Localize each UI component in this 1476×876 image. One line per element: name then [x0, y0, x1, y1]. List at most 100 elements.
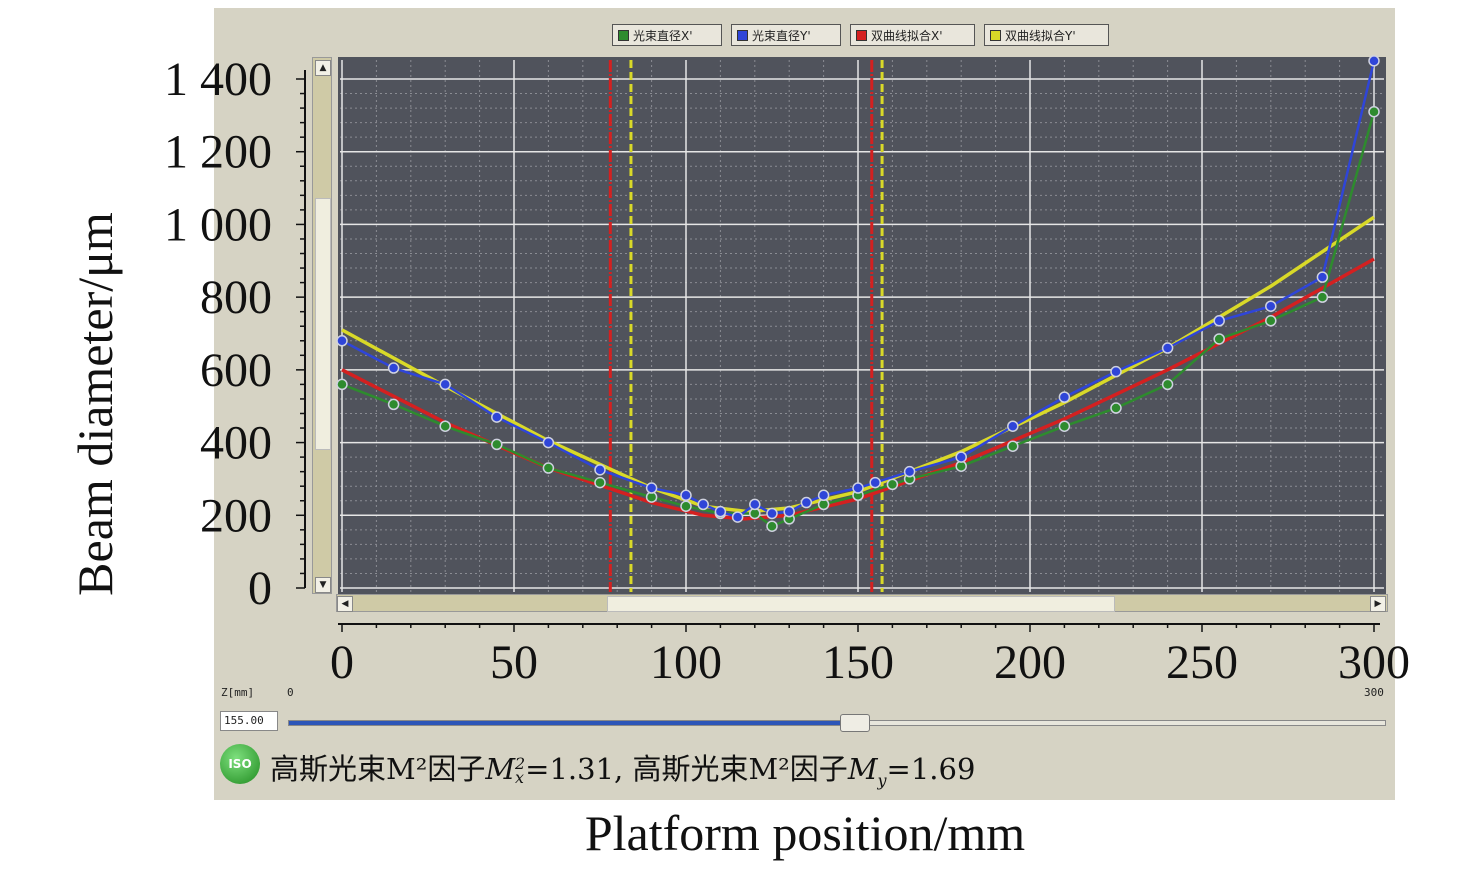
legend-swatch [856, 29, 867, 41]
data-point [714, 505, 727, 518]
series-line [341, 60, 1376, 519]
y-tick-label: 800 [200, 271, 272, 324]
legend-label: 光束直径X' [633, 28, 693, 43]
iso-badge-icon: ISO [220, 744, 260, 784]
data-point [680, 500, 692, 512]
data-point [1368, 105, 1380, 118]
scrollbar-thumb[interactable] [607, 596, 1115, 612]
data-point [783, 505, 795, 518]
x-tick-label: 300 [1338, 636, 1410, 689]
z-position-input[interactable]: 155.00 [220, 711, 278, 731]
data-point [731, 511, 744, 523]
series-layer [336, 55, 1380, 532]
legend-swatch [990, 29, 1001, 41]
z-min-label: 0 [287, 686, 294, 699]
data-point [852, 482, 864, 494]
data-point [645, 482, 658, 494]
data-point [594, 476, 606, 489]
mx-sup: 2 [515, 753, 526, 773]
z-slider-track[interactable] [288, 720, 1386, 726]
legend-label: 光束直径Y' [752, 28, 811, 43]
fit-markers [608, 60, 884, 592]
data-point [766, 507, 778, 520]
data-point [594, 464, 606, 476]
data-point [1161, 378, 1174, 391]
data-point [1110, 365, 1122, 378]
data-point [955, 451, 967, 463]
data-point [800, 496, 813, 509]
y-tick-label: 1 400 [164, 53, 272, 106]
data-point [1368, 55, 1380, 67]
legend-label: 双曲线拟合X' [871, 28, 943, 43]
x-tick-label: 200 [994, 636, 1066, 689]
legend-item-beam-y[interactable]: 光束直径Y' [731, 24, 841, 46]
legend-label: 双曲线拟合Y' [1005, 28, 1076, 43]
x-tick-label: 250 [1166, 636, 1238, 689]
mx-sub: x [515, 768, 525, 787]
minor-grid [340, 60, 1384, 592]
data-point [336, 378, 348, 391]
data-point [1058, 391, 1071, 403]
data-point [1213, 333, 1225, 345]
data-point [336, 335, 348, 347]
m2-result: 高斯光束M²因子M 2 x =1.31, 高斯光束M²因子My=1.69 [270, 746, 975, 790]
y-tick-label: 200 [200, 489, 272, 542]
my-value: =1.69 [886, 752, 976, 786]
data-point [1161, 342, 1174, 354]
y-axis-title: Beam diameter/μm [67, 212, 123, 596]
scroll-left-icon[interactable]: ◀ [337, 596, 353, 612]
vertical-scrollbar[interactable] [312, 57, 332, 594]
my-label: M [847, 752, 878, 786]
data-point [542, 436, 555, 449]
y-tick-label: 0 [248, 562, 272, 615]
x-axis: 0 50 100 150 200 250 300 [330, 623, 1410, 689]
data-point [1265, 315, 1277, 327]
data-point [542, 462, 555, 474]
data-point [680, 489, 692, 502]
data-point [886, 478, 899, 491]
scroll-down-icon[interactable]: ▼ [315, 577, 331, 593]
major-grid [340, 60, 1384, 592]
mx-value: =1.31, [525, 752, 633, 786]
legend-item-beam-x[interactable]: 光束直径X' [612, 24, 722, 46]
scroll-up-icon[interactable]: ▲ [315, 60, 331, 76]
scroll-right-icon[interactable]: ▶ [1370, 596, 1386, 612]
horizontal-scrollbar[interactable] [336, 594, 1388, 612]
legend-swatch [737, 29, 748, 41]
z-label: Z[mm] [221, 686, 255, 699]
x-tick-label: 0 [330, 636, 354, 689]
y-axis: 0 200 400 600 800 1 000 1 200 1 400 [164, 53, 306, 615]
z-slider-knob[interactable] [840, 714, 871, 732]
data-point [1316, 291, 1329, 303]
data-point [1265, 300, 1277, 312]
data-point [766, 520, 778, 532]
m2-prefix-y: 高斯光束M²因子 [632, 752, 848, 786]
y-tick-label: 1 000 [164, 198, 272, 251]
x-tick-label: 100 [650, 636, 722, 689]
data-point [1316, 271, 1329, 283]
data-point [387, 398, 400, 411]
y-tick-label: 1 200 [164, 126, 272, 179]
x-tick-label: 50 [490, 636, 538, 689]
data-point [869, 476, 881, 489]
data-point [903, 465, 916, 478]
data-point [1007, 440, 1019, 452]
scrollbar-thumb[interactable] [315, 198, 331, 450]
legend-item-fit-y[interactable]: 双曲线拟合Y' [984, 24, 1109, 46]
data-point [1213, 315, 1225, 327]
data-point [1007, 420, 1019, 432]
data-point [697, 498, 709, 511]
m2-prefix-x: 高斯光束M²因子 [270, 752, 486, 786]
x-tick-label: 150 [822, 636, 894, 689]
data-point [387, 362, 400, 374]
legend-item-fit-x[interactable]: 双曲线拟合X' [850, 24, 975, 46]
mx-label: M [485, 752, 516, 786]
data-point [749, 498, 761, 511]
data-point [439, 378, 451, 391]
y-tick-label: 400 [200, 417, 272, 470]
data-point [439, 420, 451, 432]
data-point [817, 489, 830, 502]
data-point [1058, 420, 1071, 432]
z-max-label: 300 [1364, 686, 1384, 699]
